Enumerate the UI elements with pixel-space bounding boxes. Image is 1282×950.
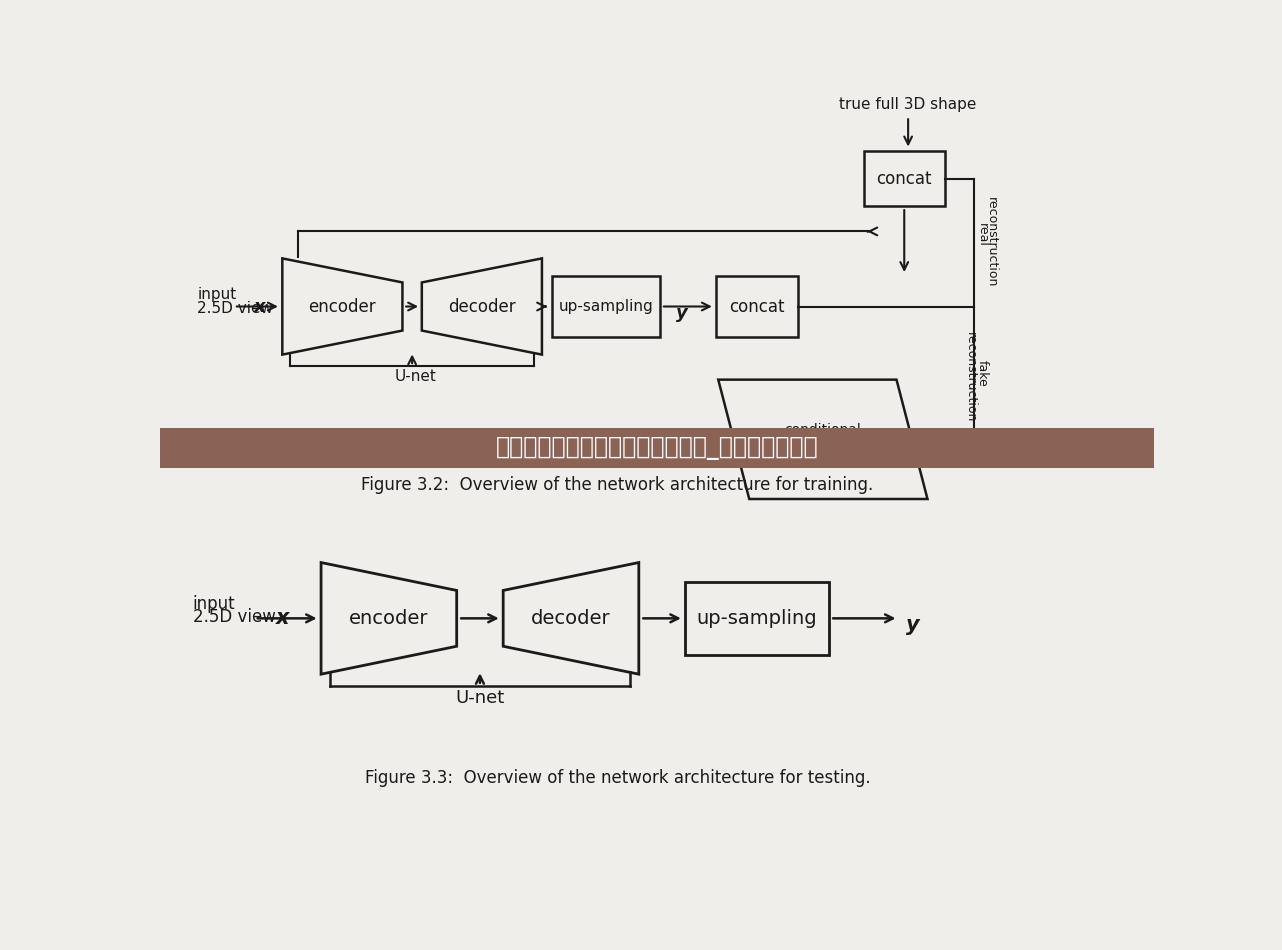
Text: Figure 3.3:  Overview of the network architecture for testing.: Figure 3.3: Overview of the network arch… (364, 769, 870, 787)
Text: x: x (276, 608, 290, 628)
Text: real: real (976, 223, 988, 247)
Text: input: input (192, 596, 236, 614)
Polygon shape (718, 380, 927, 499)
Text: y: y (905, 615, 919, 635)
Text: 2.5D view: 2.5D view (192, 608, 276, 626)
Text: up-sampling: up-sampling (696, 609, 818, 628)
Bar (686, 581, 828, 655)
Polygon shape (504, 562, 638, 674)
Text: discriminator: discriminator (777, 440, 869, 454)
Text: loss: loss (732, 434, 759, 448)
Text: reconstruction: reconstruction (964, 332, 977, 422)
Text: U-net: U-net (395, 370, 437, 385)
Text: encoder: encoder (349, 609, 428, 628)
Polygon shape (320, 562, 456, 674)
Text: encoder: encoder (309, 297, 376, 315)
Text: decoder: decoder (531, 609, 610, 628)
Text: Figure 3.2:  Overview of the network architecture for training.: Figure 3.2: Overview of the network arch… (362, 476, 873, 494)
Text: 深度神经网络学习模型：残差网络_神经网络残差块: 深度神经网络学习模型：残差网络_神经网络残差块 (496, 436, 818, 460)
Text: x: x (254, 297, 265, 315)
Text: U-net: U-net (455, 689, 505, 707)
Bar (717, 276, 797, 337)
Text: concat: concat (877, 170, 932, 188)
Text: fake: fake (976, 359, 988, 387)
Bar (864, 151, 945, 206)
Polygon shape (422, 258, 542, 354)
Text: decoder: decoder (449, 297, 515, 315)
Text: input: input (197, 288, 237, 302)
Polygon shape (282, 258, 403, 354)
Text: true full 3D shape: true full 3D shape (840, 97, 977, 112)
Bar (551, 276, 660, 337)
Text: conditional: conditional (785, 423, 862, 437)
Text: up-sampling: up-sampling (559, 299, 654, 314)
Text: y: y (676, 304, 687, 322)
Bar (160, 428, 1154, 468)
Text: 2.5D view: 2.5D view (197, 300, 273, 315)
Text: concat: concat (729, 297, 785, 315)
Text: reconstruction: reconstruction (985, 198, 997, 288)
